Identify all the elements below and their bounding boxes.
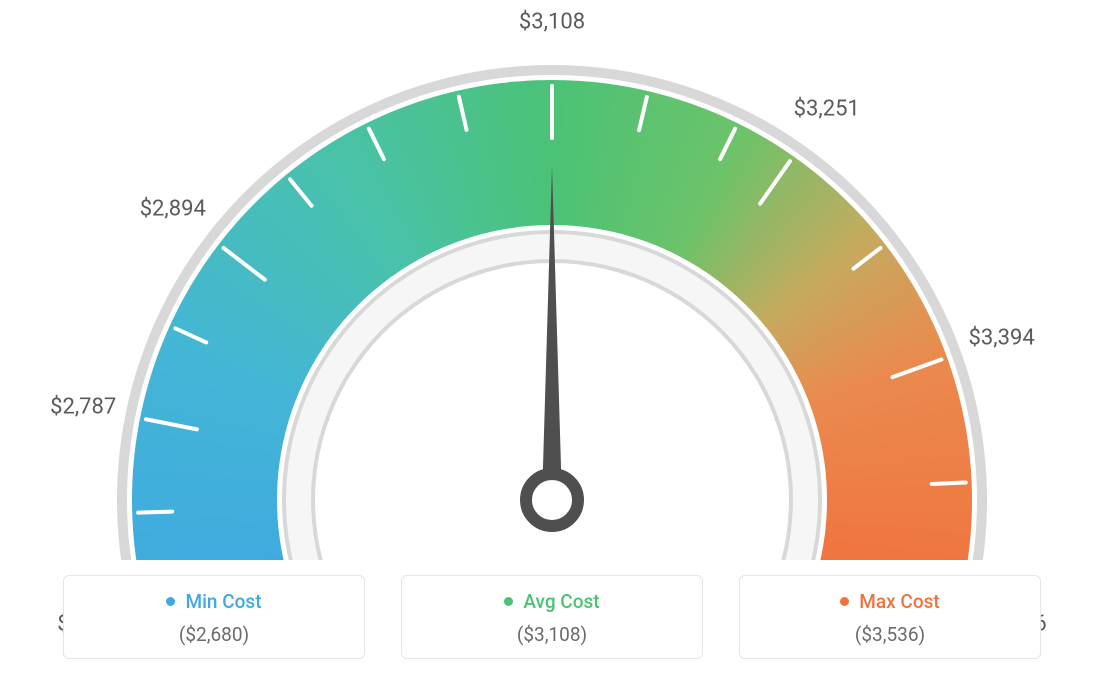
avg-cost-card: Avg Cost ($3,108) (401, 575, 703, 659)
min-cost-title-text: Min Cost (185, 590, 261, 613)
max-cost-dot (840, 597, 849, 606)
max-cost-title: Max Cost (840, 590, 939, 613)
legend-row: Min Cost ($2,680) Avg Cost ($3,108) Max … (0, 575, 1104, 659)
gauge-tick-label: $3,394 (969, 325, 1035, 350)
gauge-tick-label: $2,787 (50, 394, 116, 419)
avg-cost-title: Avg Cost (504, 590, 599, 613)
avg-cost-title-text: Avg Cost (523, 590, 599, 613)
gauge-chart: $2,680$2,787$2,894$3,108$3,251$3,394$3,5… (0, 0, 1104, 560)
max-cost-value: ($3,536) (740, 623, 1040, 646)
gauge-tick-label: $3,108 (519, 10, 585, 35)
min-cost-value: ($2,680) (64, 623, 364, 646)
avg-cost-dot (504, 597, 513, 606)
min-cost-dot (166, 597, 175, 606)
max-cost-card: Max Cost ($3,536) (739, 575, 1041, 659)
min-cost-card: Min Cost ($2,680) (63, 575, 365, 659)
max-cost-title-text: Max Cost (859, 590, 939, 613)
gauge-tick-label: $2,894 (140, 197, 206, 222)
gauge-svg (0, 0, 1104, 560)
avg-cost-value: ($3,108) (402, 623, 702, 646)
min-cost-title: Min Cost (166, 590, 261, 613)
gauge-tick-label: $3,251 (794, 96, 860, 121)
